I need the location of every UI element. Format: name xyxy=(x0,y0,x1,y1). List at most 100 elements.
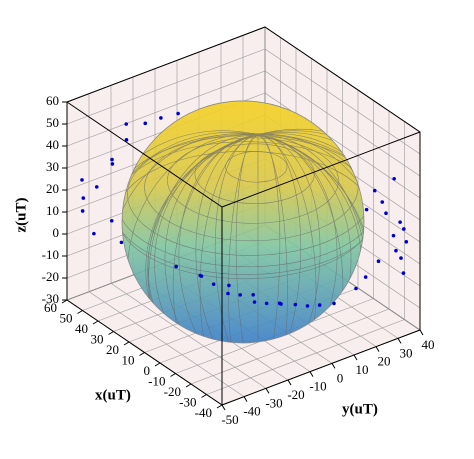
grid-line xyxy=(264,48,421,155)
data-point xyxy=(354,286,358,291)
y-tick-label: 30 xyxy=(400,345,413,360)
data-point xyxy=(372,188,377,193)
y-tick-label: -50 xyxy=(221,412,238,427)
grid-line xyxy=(190,308,390,385)
grid-line xyxy=(110,283,267,389)
data-point xyxy=(198,273,202,278)
data-point xyxy=(293,302,298,307)
x-tick xyxy=(139,352,145,356)
y-tick xyxy=(243,396,248,402)
data-point xyxy=(119,240,124,245)
x-tick-label: 0 xyxy=(144,363,151,378)
y-tick xyxy=(375,346,380,352)
box-edge xyxy=(66,299,223,406)
z-tick-label: 50 xyxy=(46,115,59,130)
x-tick xyxy=(77,310,83,314)
y-tick-label: 10 xyxy=(356,362,369,377)
data-point xyxy=(226,291,230,296)
box-edge xyxy=(221,329,421,406)
data-point xyxy=(238,293,242,297)
y-tick xyxy=(287,379,292,386)
x-tick-label: 40 xyxy=(75,321,88,336)
data-point xyxy=(80,178,84,182)
y-tick-label: -30 xyxy=(265,395,282,410)
x-tick xyxy=(108,331,114,335)
x-tick-label: 60 xyxy=(44,300,57,315)
data-point xyxy=(227,283,231,288)
y-tick-label: 40 xyxy=(422,337,435,352)
data-point xyxy=(211,282,216,286)
y-tick xyxy=(397,338,402,344)
y-tick xyxy=(419,329,424,336)
data-point xyxy=(264,301,269,306)
y-tick xyxy=(309,371,314,377)
box-edge xyxy=(66,101,223,208)
x-tick xyxy=(185,383,192,388)
data-point xyxy=(176,111,180,116)
data-point xyxy=(394,248,398,253)
y-tick-label: -20 xyxy=(287,387,304,402)
grid-line xyxy=(88,291,245,397)
sphere-group xyxy=(121,100,365,344)
data-point xyxy=(402,227,406,231)
x-tick-label: 30 xyxy=(91,331,104,346)
x-tick-label: -20 xyxy=(164,384,181,399)
y-tick-label: -10 xyxy=(309,379,326,394)
data-point xyxy=(364,207,369,212)
y-tick-label: -40 xyxy=(243,404,260,419)
data-point xyxy=(391,233,396,238)
x-tick xyxy=(170,373,176,377)
z-tick-label: 60 xyxy=(46,93,59,108)
y-tick xyxy=(265,388,270,394)
x-tick-label: 10 xyxy=(122,352,135,367)
x-tick-label: 50 xyxy=(60,310,73,325)
data-point xyxy=(305,304,310,308)
x-tick-label: -10 xyxy=(148,373,165,388)
data-point xyxy=(80,209,85,213)
data-point xyxy=(252,300,257,304)
data-point xyxy=(124,138,129,142)
data-point xyxy=(159,116,163,120)
sphere-latitude xyxy=(121,150,364,280)
data-point xyxy=(277,301,282,306)
box-edge xyxy=(66,26,266,103)
box-edge xyxy=(221,131,421,208)
data-point xyxy=(398,220,402,224)
x-tick-label: 20 xyxy=(106,342,119,357)
z-tick-label: 10 xyxy=(46,203,59,218)
grid-line xyxy=(264,70,421,177)
z-tick-label: -10 xyxy=(42,247,59,262)
sphere-meridian xyxy=(121,130,364,343)
grid-line xyxy=(66,70,266,147)
y-tick-label: 20 xyxy=(378,354,391,369)
data-point xyxy=(399,256,403,260)
z-tick-label: 40 xyxy=(46,137,59,152)
data-point xyxy=(332,301,336,306)
y-axis-label: y(uT) xyxy=(342,401,378,417)
x-axis-label: x(uT) xyxy=(95,387,131,403)
x-tick xyxy=(154,362,161,367)
y-tick xyxy=(221,404,226,411)
data-point xyxy=(124,122,129,126)
data-point xyxy=(317,303,322,307)
x-tick xyxy=(216,404,223,409)
data-point xyxy=(143,121,148,126)
data-point xyxy=(376,259,381,264)
data-point xyxy=(392,176,396,181)
y-tick-label: 0 xyxy=(337,370,344,385)
x-tick xyxy=(201,394,207,398)
grid-line xyxy=(66,48,266,125)
data-point xyxy=(401,271,406,275)
y-tick xyxy=(353,354,358,361)
sphere-latitude xyxy=(194,143,315,204)
x-tick xyxy=(92,320,99,325)
points xyxy=(80,111,409,308)
z-tick-label: 30 xyxy=(46,159,59,174)
data-point xyxy=(110,157,114,162)
data-point xyxy=(94,185,99,189)
x-tick-label: -30 xyxy=(179,394,196,409)
y-tick xyxy=(331,363,336,369)
sphere-latitude xyxy=(121,141,364,275)
